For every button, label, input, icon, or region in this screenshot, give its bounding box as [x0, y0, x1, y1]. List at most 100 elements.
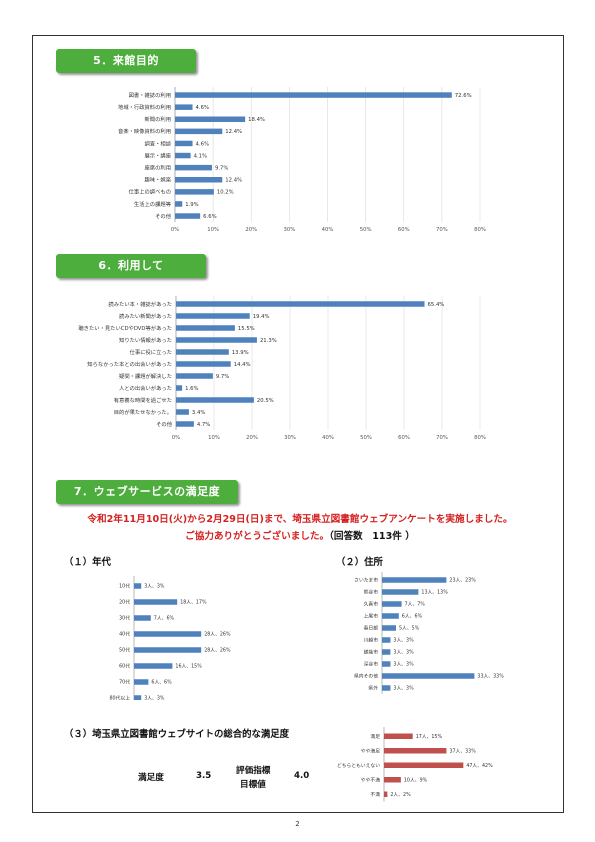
value-label: 72.6% — [455, 93, 472, 99]
category-label: やや満足 — [361, 747, 380, 754]
x-tick-label: 30% — [284, 435, 296, 441]
address-chart: さいたま市 23人、23% 熊谷市 13人、13% 久喜市 7人、7% 上尾市 6人、6% 春日… — [300, 570, 540, 696]
bar — [382, 685, 391, 691]
bar — [384, 791, 388, 797]
bar — [134, 583, 142, 589]
address-heading: （２）住所 — [336, 557, 383, 568]
bar — [176, 337, 257, 343]
value-label: 4.6% — [196, 141, 209, 147]
x-tick-label: 10% — [208, 435, 220, 441]
bar — [175, 92, 452, 98]
value-label: 3人、3% — [393, 662, 414, 668]
bar — [382, 601, 402, 607]
category-label: その他 — [155, 212, 172, 220]
notice-line-2: ご協力ありがとうございました。（回答数 113件 ） — [40, 528, 560, 545]
category-label: 不満 — [370, 791, 380, 798]
value-label: 12.4% — [225, 129, 242, 135]
category-label: 10代 — [119, 583, 130, 590]
category-label: 趣味・娯楽 — [145, 176, 172, 184]
bar — [176, 301, 425, 307]
bar — [175, 128, 223, 135]
bar — [134, 631, 202, 637]
target-label: 目標値 — [240, 780, 266, 790]
bar — [134, 695, 142, 701]
x-tick-label: 0% — [171, 227, 179, 233]
value-label: 3人、3% — [393, 650, 414, 656]
value-label: 3人、3% — [393, 686, 414, 692]
bar — [382, 661, 391, 667]
usage-svg: 0% 10% 20% 30% 40% 50% 60% 70% 80% 読みたい本・雑誌があった 65… — [78, 296, 486, 441]
bar — [176, 409, 189, 415]
x-tick-label: 0% — [172, 435, 180, 441]
value-label: 10人、9% — [404, 777, 428, 783]
bar — [176, 397, 254, 403]
bar — [175, 116, 246, 122]
category-label: 川越市 — [364, 637, 379, 644]
purpose-chart: 0% 10% 20% 30% 40% 50% 60% 70% 80% 図書・雑誌の利用 72.6% 地… — [60, 82, 500, 242]
bar — [382, 577, 447, 583]
value-label: 12.4% — [225, 178, 242, 184]
bar — [176, 325, 235, 331]
bar — [175, 104, 193, 110]
bar — [384, 748, 447, 754]
value-label: 37人、33% — [449, 748, 476, 754]
category-label: さいたま市 — [354, 577, 378, 584]
x-tick-label: 80% — [474, 435, 486, 441]
bar — [382, 637, 391, 643]
age-heading: （１）年代 — [64, 557, 111, 568]
value-label: 18.4% — [248, 117, 265, 123]
value-label: 28人、26% — [204, 648, 231, 654]
value-label: 9.7% — [215, 166, 228, 172]
satisfaction-value: 3.5 — [196, 771, 212, 781]
category-label: 深谷市 — [364, 661, 379, 668]
section-6-heading: 6．利用して — [56, 254, 206, 278]
category-label: 50代 — [119, 647, 130, 654]
notice-text: 令和2年11月10日(火)から2月29日(日)まで、埼玉県立図書館ウェブアンケー… — [40, 511, 560, 545]
bar — [134, 663, 173, 669]
value-label: 9.7% — [216, 374, 229, 380]
x-tick-label: 20% — [246, 435, 258, 441]
value-label: 65.4% — [428, 302, 445, 308]
usage-chart: 0% 10% 20% 30% 40% 50% 60% 70% 80% 読みたい本・雑誌があった 65… — [40, 292, 500, 442]
category-label: 展示・講座 — [145, 151, 172, 159]
value-label: 4.1% — [194, 153, 207, 159]
value-label: 3人、3% — [393, 638, 414, 644]
overall-svg: 満足 17人、15% やや満足 37人、33% どちらともいえない 47人、42% やや不満… — [337, 727, 493, 802]
value-label: 1.6% — [185, 386, 198, 392]
bar — [176, 421, 194, 427]
bar — [382, 649, 391, 655]
value-label: 17人、15% — [416, 734, 443, 740]
value-label: 5人、5% — [399, 626, 420, 632]
category-label: 知りたい情報があった — [119, 336, 172, 344]
value-label: 1.9% — [185, 202, 198, 208]
category-label: 聴きたい・見たいCDやDVD等があった — [78, 324, 172, 332]
value-label: 14.4% — [234, 362, 251, 368]
bar — [175, 152, 191, 159]
category-label: 20代 — [119, 599, 130, 606]
category-label: 30代 — [119, 615, 130, 622]
bar — [384, 777, 401, 783]
bar — [176, 373, 213, 379]
category-label: 図書・雑誌の利用 — [129, 91, 171, 99]
value-label: 4.6% — [196, 105, 209, 111]
value-label: 13.9% — [232, 350, 249, 356]
value-label: 4.7% — [197, 422, 210, 428]
category-label: 座席の利用 — [145, 164, 172, 172]
bar — [134, 615, 151, 621]
x-tick-label: 20% — [245, 227, 257, 233]
x-tick-label: 70% — [436, 435, 448, 441]
bar — [382, 625, 396, 631]
value-label: 13人、13% — [421, 590, 448, 596]
category-label: 春日部 — [364, 625, 379, 632]
x-tick-label: 30% — [283, 227, 295, 233]
category-label: 調査・相談 — [145, 139, 172, 147]
index-label: 評価指標 — [236, 766, 271, 776]
value-label: 6.6% — [203, 214, 216, 220]
category-label: どちらともいえない — [337, 762, 380, 769]
category-label: 上尾市 — [364, 613, 379, 620]
value-label: 6人、6% — [151, 680, 172, 686]
bar — [134, 679, 149, 685]
value-label: 21.3% — [260, 338, 277, 344]
value-label: 3人、3% — [144, 696, 165, 700]
x-tick-label: 40% — [322, 435, 334, 441]
